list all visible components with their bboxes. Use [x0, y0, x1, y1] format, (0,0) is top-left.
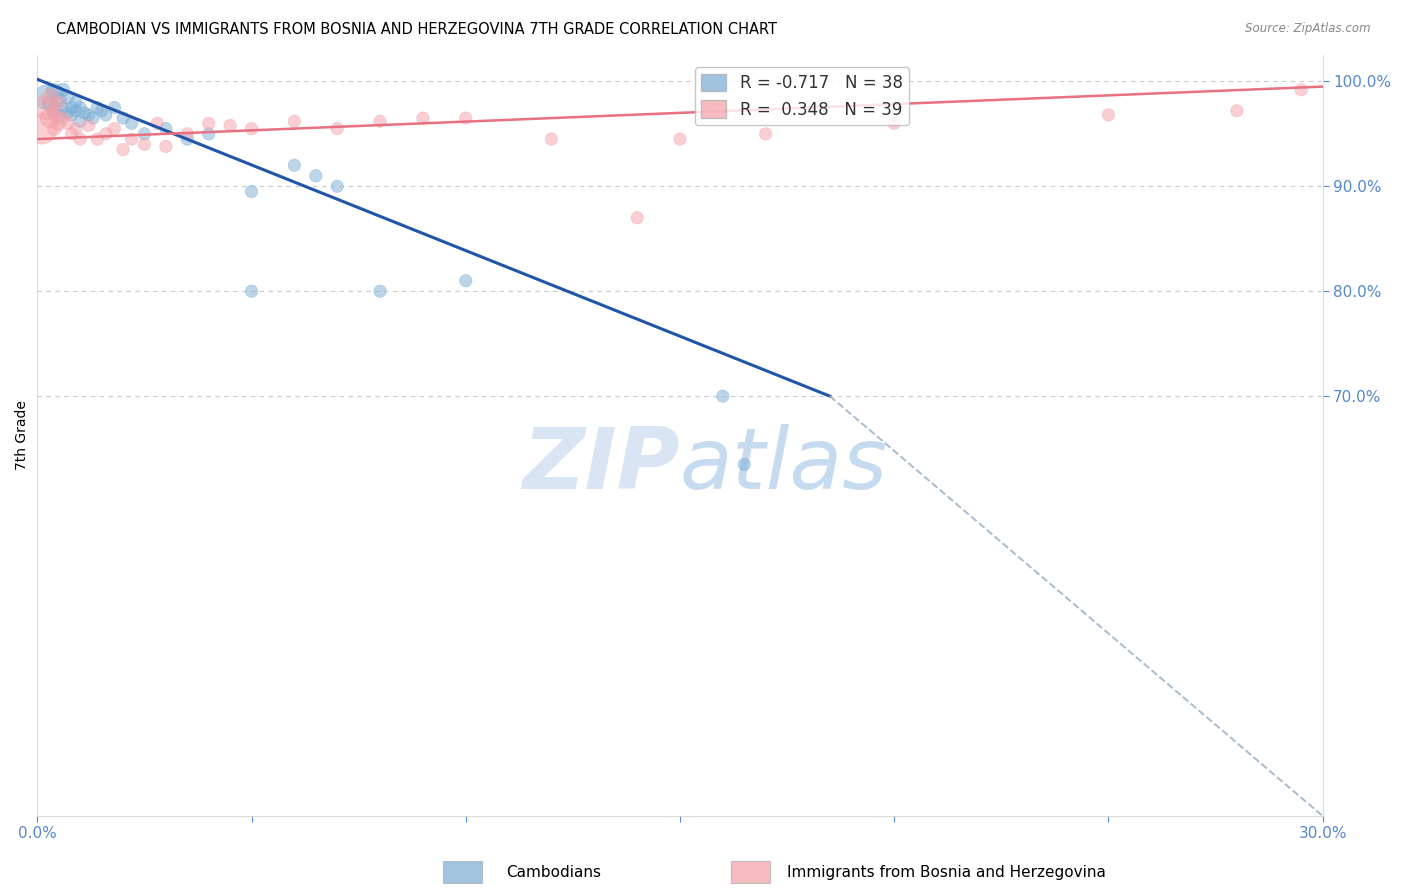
Text: atlas: atlas: [681, 425, 889, 508]
Text: Source: ZipAtlas.com: Source: ZipAtlas.com: [1246, 22, 1371, 36]
Point: [82, 111, 104, 125]
Point: [35, 90, 58, 104]
Point: [368, 114, 391, 128]
Point: [219, 119, 242, 133]
Point: [134, 127, 156, 141]
Point: [65, 103, 87, 118]
Point: [176, 132, 198, 146]
Text: Immigrants from Bosnia and Herzegovina: Immigrants from Bosnia and Herzegovina: [787, 865, 1107, 880]
Point: [77, 108, 100, 122]
Point: [540, 132, 562, 146]
Point: [90, 103, 112, 118]
Point: [52, 111, 75, 125]
Point: [86, 101, 108, 115]
Point: [69, 114, 91, 128]
Text: Cambodians: Cambodians: [506, 865, 602, 880]
Point: [44, 103, 66, 118]
Point: [711, 389, 734, 403]
Text: CAMBODIAN VS IMMIGRANTS FROM BOSNIA AND HERZEGOVINA 7TH GRADE CORRELATION CHART: CAMBODIAN VS IMMIGRANTS FROM BOSNIA AND …: [56, 22, 778, 37]
Point: [35, 101, 58, 115]
Point: [60, 108, 83, 122]
Point: [52, 101, 75, 115]
Point: [52, 83, 75, 97]
Point: [368, 285, 391, 299]
Point: [44, 121, 66, 136]
Point: [326, 121, 349, 136]
Point: [60, 127, 83, 141]
Point: [44, 106, 66, 120]
Point: [48, 108, 70, 122]
Point: [73, 106, 96, 120]
Point: [176, 127, 198, 141]
Text: ZIP: ZIP: [523, 425, 681, 508]
Point: [155, 139, 177, 153]
Point: [111, 143, 134, 157]
Point: [111, 111, 134, 125]
Point: [121, 116, 143, 130]
Point: [134, 137, 156, 152]
Point: [48, 93, 70, 107]
Point: [65, 95, 87, 110]
Point: [39, 111, 62, 125]
Point: [56, 116, 79, 130]
Point: [454, 111, 477, 125]
Point: [1097, 108, 1119, 122]
Point: [65, 121, 87, 136]
Point: [454, 274, 477, 288]
Point: [146, 116, 169, 130]
Point: [1226, 103, 1249, 118]
Point: [103, 101, 125, 115]
Point: [39, 90, 62, 104]
Point: [44, 85, 66, 99]
Point: [48, 95, 70, 110]
Point: [283, 114, 305, 128]
Point: [755, 127, 778, 141]
Point: [305, 169, 328, 183]
Point: [883, 116, 905, 130]
Point: [56, 106, 79, 120]
Point: [283, 158, 305, 172]
Point: [103, 121, 125, 136]
Point: [94, 108, 117, 122]
Point: [240, 285, 263, 299]
Point: [197, 127, 219, 141]
Point: [31, 121, 53, 136]
Point: [626, 211, 648, 225]
Point: [240, 121, 263, 136]
Point: [77, 119, 100, 133]
Legend: R = -0.717   N = 38, R =  0.348   N = 39: R = -0.717 N = 38, R = 0.348 N = 39: [695, 67, 910, 125]
Point: [197, 116, 219, 130]
Point: [326, 179, 349, 194]
Point: [121, 132, 143, 146]
Point: [412, 111, 434, 125]
Point: [240, 185, 263, 199]
Point: [733, 458, 755, 472]
Point: [48, 116, 70, 130]
Point: [69, 132, 91, 146]
Point: [39, 97, 62, 112]
Point: [69, 101, 91, 115]
Y-axis label: 7th Grade: 7th Grade: [15, 401, 30, 470]
Point: [94, 127, 117, 141]
Point: [1289, 83, 1312, 97]
Point: [155, 121, 177, 136]
Point: [669, 132, 692, 146]
Point: [86, 132, 108, 146]
Point: [60, 101, 83, 115]
Point: [56, 90, 79, 104]
